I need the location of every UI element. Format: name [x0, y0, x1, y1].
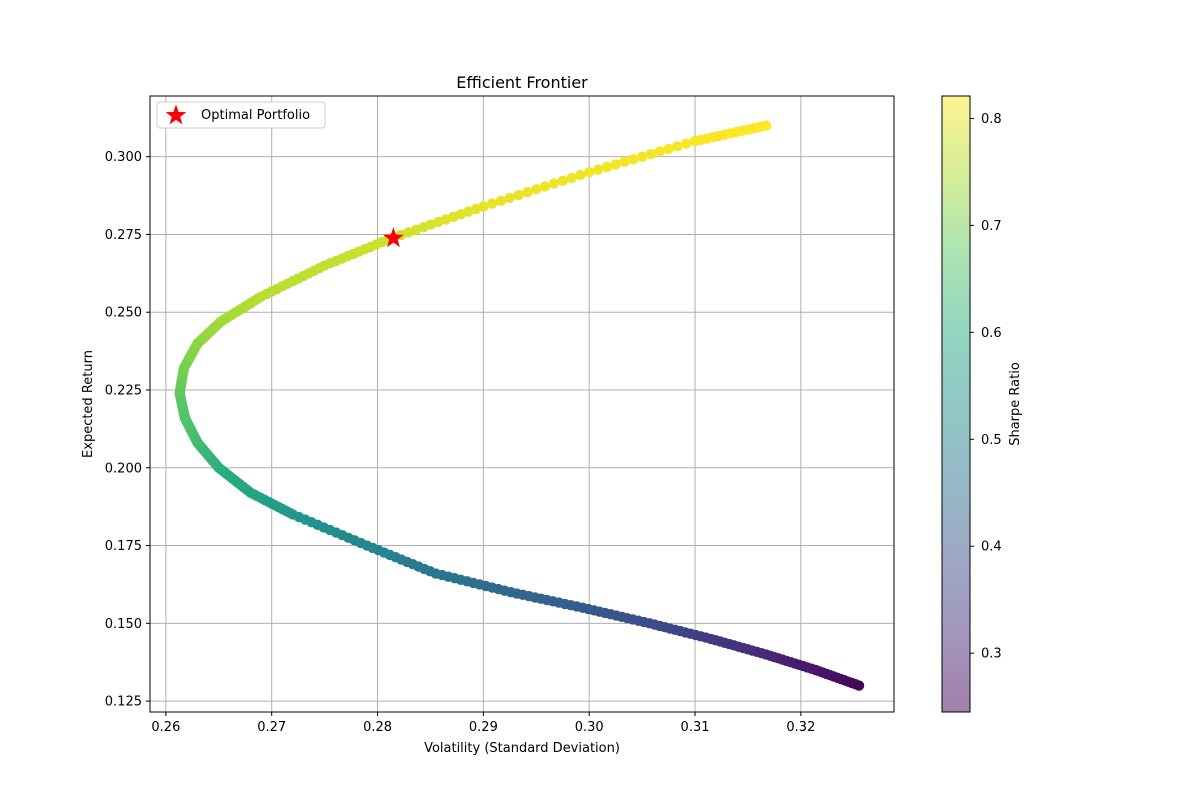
y-tick-label: 0.125 — [105, 695, 142, 710]
x-tick-label: 0.28 — [363, 720, 392, 735]
colorbar-ticks: 0.3 0.4 0.5 0.6 0.7 0.8 — [970, 112, 1002, 662]
frontier-point — [760, 120, 772, 131]
frontier-point — [628, 154, 639, 165]
y-tick-label: 0.150 — [105, 617, 142, 632]
x-tick-label: 0.26 — [151, 720, 180, 735]
y-tick-label: 0.175 — [105, 539, 142, 554]
y-tick-label: 0.250 — [105, 306, 142, 321]
frontier-point — [557, 175, 568, 186]
colorbar-tick-label: 0.5 — [981, 433, 1002, 448]
plot-frame — [149, 95, 895, 713]
colorbar-label: Sharpe Ratio — [1008, 362, 1023, 446]
frontier-point — [539, 181, 551, 192]
x-tick-label: 0.27 — [257, 720, 286, 735]
frontier-point — [681, 138, 692, 149]
x-axis-ticks: 0.26 0.27 0.28 0.29 0.30 0.31 0.32 — [151, 712, 815, 735]
optimal-star-icon — [382, 227, 404, 248]
frontier-point — [531, 184, 542, 195]
frontier-point — [601, 161, 613, 173]
x-tick-label: 0.30 — [575, 720, 604, 735]
colorbar-tick-label: 0.7 — [981, 219, 1002, 234]
y-tick-label: 0.200 — [105, 461, 142, 476]
colorbar-frame — [941, 95, 971, 713]
optimal-portfolio-marker — [382, 227, 404, 248]
frontier-point — [575, 169, 586, 181]
frontier-point — [548, 178, 560, 189]
x-tick-label: 0.32 — [786, 720, 815, 735]
frontier-point — [645, 148, 657, 160]
legend-star-icon — [165, 104, 187, 125]
frontier-point — [636, 151, 648, 162]
frontier-point — [504, 192, 516, 204]
frontier-point — [566, 172, 577, 184]
legend-entry-optimal: Optimal Portfolio — [201, 108, 310, 123]
frontier-point — [610, 159, 621, 170]
y-tick-label: 0.275 — [105, 228, 142, 243]
frontier-point — [513, 189, 524, 201]
legend: Optimal Portfolio — [156, 101, 326, 129]
frontier-point — [522, 186, 533, 198]
chart-title: Efficient Frontier — [456, 73, 588, 92]
x-tick-label: 0.29 — [469, 720, 498, 735]
colorbar-tick-label: 0.8 — [981, 112, 1002, 127]
frontier-point — [495, 195, 507, 206]
frontier-point — [584, 167, 595, 178]
grid-lines — [150, 96, 894, 712]
frontier-point — [592, 164, 604, 175]
x-axis-label: Volatility (Standard Deviation) — [424, 741, 620, 756]
y-tick-label: 0.300 — [105, 150, 142, 165]
colorbar: 0.3 0.4 0.5 0.6 0.7 0.8 Sharpe Ratio — [941, 95, 1023, 713]
colorbar-tick-label: 0.3 — [981, 647, 1002, 662]
y-tick-label: 0.225 — [105, 384, 142, 399]
frontier-point — [672, 141, 683, 152]
colorbar-tick-label: 0.4 — [981, 540, 1002, 555]
frontier-point — [619, 156, 630, 168]
frontier-point — [486, 198, 498, 209]
colorbar-gradient — [942, 96, 970, 712]
legend-box — [156, 101, 326, 129]
x-tick-label: 0.31 — [681, 720, 710, 735]
y-axis-ticks: 0.125 0.150 0.175 0.200 0.225 0.250 0.275 0.300 — [105, 150, 150, 710]
frontier-point — [663, 143, 674, 155]
frontier-point — [478, 201, 489, 212]
y-axis-label: Expected Return — [81, 350, 96, 458]
colorbar-tick-label: 0.6 — [981, 326, 1002, 341]
frontier-series — [174, 120, 865, 691]
frontier-point — [654, 146, 665, 157]
